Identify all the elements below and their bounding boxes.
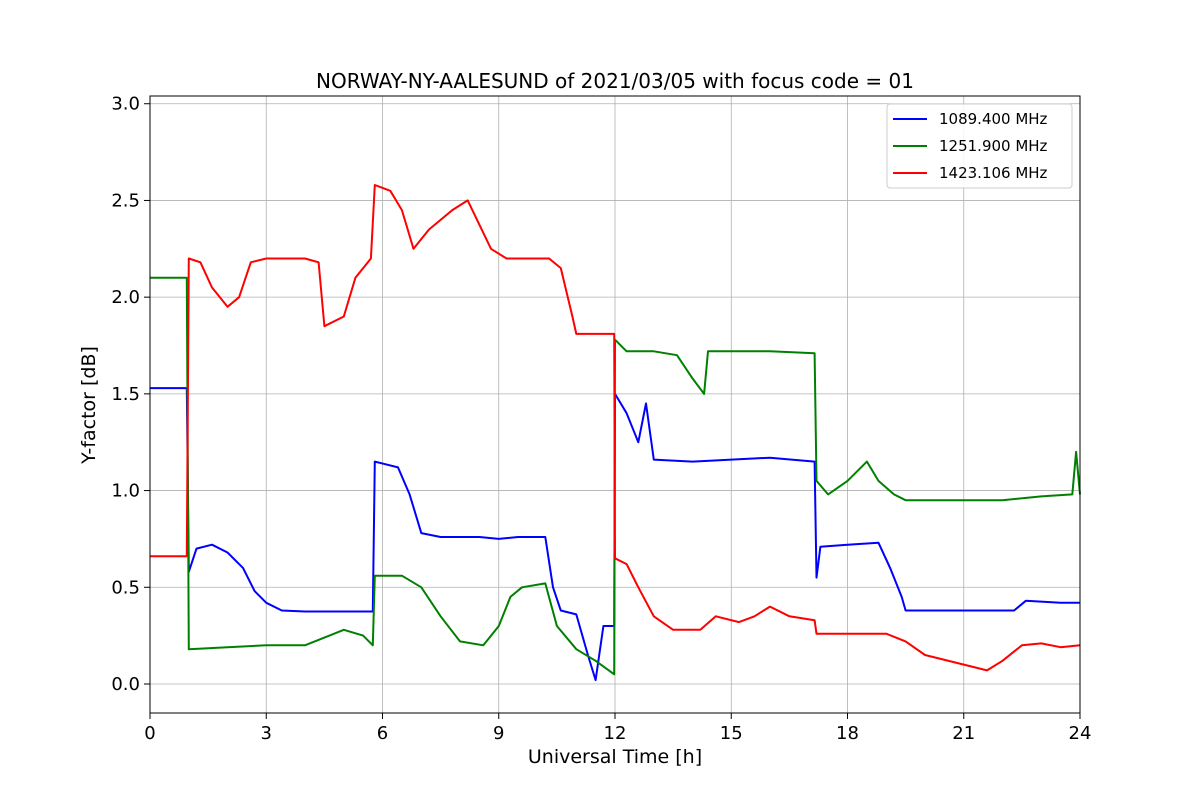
x-tick-label: 3	[261, 723, 272, 744]
y-tick-label: 0.0	[111, 674, 140, 695]
y-tick-label: 1.5	[111, 384, 140, 405]
x-axis-ticks: 0 3 6 9 12 15 18 21 24	[144, 713, 1091, 744]
legend-box	[886, 103, 1073, 189]
legend-label: 1423.106 MHz	[939, 164, 1048, 182]
x-tick-label: 21	[952, 723, 975, 744]
x-tick-label: 15	[720, 723, 743, 744]
x-tick-label: 9	[493, 723, 504, 744]
series-line-2	[150, 276, 1081, 676]
x-tick-label: 0	[144, 723, 155, 744]
legend-label: 1251.900 MHz	[939, 137, 1048, 155]
y-tick-label: 3.0	[111, 94, 140, 115]
y-axis-label: Y-factor [dB]	[78, 346, 100, 465]
x-tick-label: 6	[377, 723, 388, 744]
series-line-1	[150, 387, 1080, 682]
y-tick-label: 2.5	[111, 190, 140, 211]
legend: 1089.400 MHz 1251.900 MHz 1423.106 MHz	[886, 103, 1073, 189]
y-tick-label: 2.0	[111, 287, 140, 308]
y-tick-label: 1.0	[111, 481, 140, 502]
x-tick-label: 18	[836, 723, 859, 744]
series-line-3	[150, 184, 1081, 672]
x-tick-label: 24	[1069, 723, 1092, 744]
y-tick-label: 0.5	[111, 577, 140, 598]
y-axis-ticks: 0.0 0.5 1.0 1.5 2.0 2.5 3.0	[111, 94, 150, 695]
series-lines	[150, 184, 1081, 682]
x-tick-label: 12	[604, 723, 627, 744]
x-axis-label: Universal Time [h]	[528, 746, 702, 768]
legend-label: 1089.400 MHz	[939, 110, 1048, 128]
chart-title: NORWAY-NY-AALESUND of 2021/03/05 with fo…	[316, 69, 914, 93]
